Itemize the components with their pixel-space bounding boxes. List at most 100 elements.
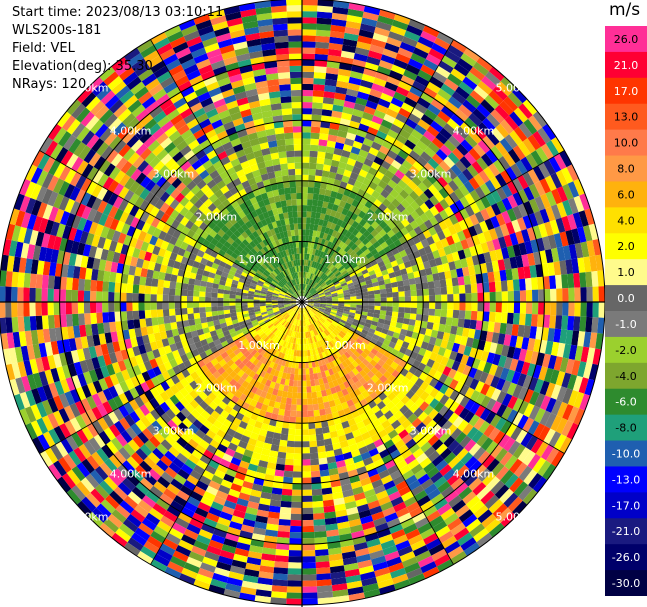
velocity-gate: [290, 304, 297, 308]
velocity-gate: [383, 155, 395, 165]
velocity-gate: [152, 245, 161, 256]
velocity-gate: [140, 326, 148, 336]
velocity-gate: [332, 6, 349, 15]
velocity-gate: [583, 256, 592, 273]
velocity-gate: [331, 321, 338, 327]
velocity-gate: [549, 219, 560, 235]
velocity-gate: [265, 392, 272, 400]
velocity-gate: [515, 360, 525, 374]
velocity-gate: [317, 278, 323, 284]
velocity-gate: [479, 262, 488, 274]
velocity-gate: [337, 186, 346, 195]
velocity-gate: [288, 550, 302, 557]
velocity-gate: [371, 511, 385, 521]
velocity-gate: [500, 223, 510, 237]
velocity-gate: [306, 294, 312, 299]
velocity-gate: [339, 330, 347, 337]
velocity-gate: [211, 379, 221, 388]
velocity-gate: [315, 169, 323, 177]
velocity-gate: [44, 140, 58, 157]
velocity-gate: [315, 366, 321, 374]
velocity-gate: [335, 246, 342, 253]
velocity-gate: [380, 293, 387, 298]
velocity-gate: [176, 437, 188, 448]
velocity-gate: [321, 345, 327, 352]
velocity-gate: [302, 65, 315, 72]
velocity-gate: [114, 292, 121, 302]
velocity-gate: [259, 370, 267, 378]
velocity-gate: [464, 284, 472, 294]
velocity-gate: [470, 310, 478, 321]
velocity-gate: [213, 258, 221, 265]
velocity-gate: [229, 422, 239, 432]
velocity-gate: [305, 368, 310, 375]
velocity-gate: [271, 303, 278, 306]
velocity-gate: [498, 355, 507, 368]
velocity-gate: [189, 399, 200, 410]
velocity-gate: [115, 272, 123, 283]
velocity-gate: [550, 172, 563, 189]
velocity-gate: [14, 346, 24, 363]
velocity-gate: [231, 335, 239, 342]
velocity-gate: [334, 253, 341, 260]
velocity-gate: [200, 410, 211, 420]
velocity-gate: [595, 254, 604, 271]
velocity-gate: [103, 322, 111, 334]
velocity-gate: [203, 396, 213, 406]
velocity-gate: [186, 337, 195, 346]
velocity-gate: [410, 52, 426, 65]
velocity-gate: [194, 404, 205, 415]
velocity-gate: [370, 212, 379, 221]
velocity-gate: [237, 281, 245, 287]
velocity-gate: [437, 110, 451, 123]
velocity-gate: [434, 380, 444, 392]
velocity-gate: [253, 306, 261, 310]
velocity-gate: [227, 442, 238, 452]
velocity-gate: [443, 348, 452, 359]
velocity-gate: [526, 363, 537, 377]
velocity-gate: [212, 396, 222, 406]
velocity-gate: [115, 321, 123, 332]
velocity-gate: [417, 333, 425, 342]
velocity-gate: [381, 174, 391, 185]
velocity-gate: [391, 311, 399, 318]
velocity-gate: [242, 357, 250, 365]
velocity-gate: [199, 424, 210, 435]
velocity-gate: [332, 392, 339, 400]
velocity-gate: [401, 174, 412, 185]
velocity-gate: [252, 358, 260, 366]
velocity-gate: [408, 443, 421, 454]
velocity-gate: [344, 245, 351, 253]
velocity-gate: [365, 132, 376, 142]
velocity-gate: [443, 512, 459, 526]
velocity-gate: [319, 469, 330, 477]
velocity-gate: [303, 290, 306, 297]
velocity-gate: [82, 347, 92, 360]
velocity-gate: [346, 437, 357, 447]
velocity-gate: [199, 454, 212, 465]
velocity-gate: [388, 491, 401, 502]
velocity-gate: [302, 108, 313, 115]
velocity-gate: [271, 280, 278, 286]
velocity-gate: [401, 36, 418, 48]
velocity-gate: [262, 365, 269, 373]
velocity-gate: [312, 329, 317, 336]
velocity-gate: [290, 410, 297, 417]
velocity-gate: [81, 163, 94, 178]
velocity-gate: [297, 307, 300, 314]
velocity-gate: [280, 378, 286, 385]
velocity-gate: [400, 218, 410, 228]
velocity-gate: [273, 382, 280, 390]
velocity-gate: [293, 312, 298, 319]
velocity-gate: [420, 151, 432, 163]
velocity-gate: [230, 252, 239, 260]
velocity-gate: [490, 145, 503, 160]
velocity-gate: [375, 130, 388, 140]
velocity-gate: [156, 302, 163, 310]
velocity-gate: [175, 341, 184, 350]
velocity-gate: [400, 328, 408, 336]
velocity-gate: [451, 277, 459, 287]
velocity-gate: [482, 311, 490, 322]
velocity-gate: [302, 283, 304, 290]
velocity-gate: [323, 286, 329, 291]
